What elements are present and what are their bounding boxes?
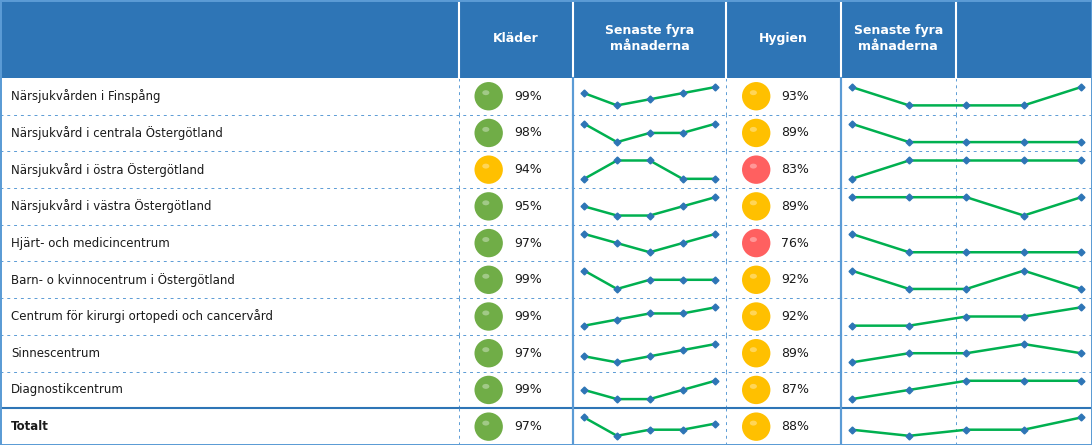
Text: 87%: 87% <box>782 384 809 396</box>
Text: 99%: 99% <box>514 90 542 103</box>
Ellipse shape <box>474 82 502 110</box>
Text: 98%: 98% <box>514 126 542 139</box>
Text: Närsjukvården i Finspång: Närsjukvården i Finspång <box>11 89 161 103</box>
Text: 95%: 95% <box>514 200 542 213</box>
Text: 99%: 99% <box>514 384 542 396</box>
Text: Centrum för kirurgi ortopedi och cancervård: Centrum för kirurgi ortopedi och cancerv… <box>11 310 273 324</box>
Ellipse shape <box>750 200 757 205</box>
Text: Närsjukvård i östra Östergötland: Närsjukvård i östra Östergötland <box>11 163 204 177</box>
Text: Närsjukvård i centrala Östergötland: Närsjukvård i centrala Östergötland <box>11 126 223 140</box>
Ellipse shape <box>483 200 489 205</box>
Text: Totalt: Totalt <box>11 420 49 433</box>
Ellipse shape <box>743 155 771 184</box>
Ellipse shape <box>483 90 489 95</box>
Text: Hjärt- och medicincentrum: Hjärt- och medicincentrum <box>11 237 169 250</box>
Text: Sinnescentrum: Sinnescentrum <box>11 347 100 360</box>
Ellipse shape <box>474 302 502 331</box>
Text: 97%: 97% <box>514 420 542 433</box>
Ellipse shape <box>474 192 502 221</box>
Bar <box>0 409 1092 445</box>
Ellipse shape <box>483 311 489 316</box>
Text: 89%: 89% <box>782 200 809 213</box>
Ellipse shape <box>474 339 502 368</box>
Text: 97%: 97% <box>514 347 542 360</box>
Bar <box>0 0 1092 78</box>
Ellipse shape <box>474 229 502 257</box>
Ellipse shape <box>483 347 489 352</box>
Text: Kläder: Kläder <box>494 32 538 45</box>
Ellipse shape <box>474 266 502 294</box>
Ellipse shape <box>750 90 757 95</box>
Text: 88%: 88% <box>782 420 809 433</box>
Text: Närsjukvård i västra Östergötland: Närsjukvård i västra Östergötland <box>11 199 212 213</box>
Bar <box>0 372 1092 409</box>
Bar <box>0 78 1092 115</box>
Ellipse shape <box>474 413 502 441</box>
Ellipse shape <box>750 311 757 316</box>
Text: 97%: 97% <box>514 237 542 250</box>
Text: 94%: 94% <box>514 163 542 176</box>
Text: 99%: 99% <box>514 273 542 286</box>
Ellipse shape <box>750 237 757 242</box>
Bar <box>0 261 1092 298</box>
Bar <box>0 335 1092 372</box>
Text: Senaste fyra
månaderna: Senaste fyra månaderna <box>854 24 942 53</box>
Ellipse shape <box>750 384 757 389</box>
Ellipse shape <box>750 164 757 169</box>
Ellipse shape <box>483 237 489 242</box>
Ellipse shape <box>743 266 771 294</box>
Ellipse shape <box>743 302 771 331</box>
Ellipse shape <box>483 274 489 279</box>
Ellipse shape <box>474 155 502 184</box>
Bar <box>0 225 1092 261</box>
Text: 76%: 76% <box>782 237 809 250</box>
Ellipse shape <box>750 347 757 352</box>
Ellipse shape <box>743 339 771 368</box>
Ellipse shape <box>743 413 771 441</box>
Text: 89%: 89% <box>782 347 809 360</box>
Ellipse shape <box>483 384 489 389</box>
Text: 93%: 93% <box>782 90 809 103</box>
Text: 92%: 92% <box>782 273 809 286</box>
Bar <box>0 151 1092 188</box>
Text: 83%: 83% <box>782 163 809 176</box>
Ellipse shape <box>474 376 502 404</box>
Text: 99%: 99% <box>514 310 542 323</box>
Ellipse shape <box>483 421 489 425</box>
Text: Diagnostikcentrum: Diagnostikcentrum <box>11 384 123 396</box>
Text: 92%: 92% <box>782 310 809 323</box>
Ellipse shape <box>743 119 771 147</box>
Ellipse shape <box>750 274 757 279</box>
Text: Senaste fyra
månaderna: Senaste fyra månaderna <box>605 24 695 53</box>
Ellipse shape <box>743 82 771 110</box>
Bar <box>0 188 1092 225</box>
Ellipse shape <box>474 119 502 147</box>
Text: Hygien: Hygien <box>759 32 808 45</box>
Ellipse shape <box>750 421 757 425</box>
Bar <box>0 114 1092 151</box>
Ellipse shape <box>743 376 771 404</box>
Ellipse shape <box>743 192 771 221</box>
Ellipse shape <box>483 164 489 169</box>
Text: Barn- o kvinnocentrum i Östergötland: Barn- o kvinnocentrum i Östergötland <box>11 273 235 287</box>
Ellipse shape <box>750 127 757 132</box>
Ellipse shape <box>743 229 771 257</box>
Bar <box>0 298 1092 335</box>
Text: 89%: 89% <box>782 126 809 139</box>
Ellipse shape <box>483 127 489 132</box>
